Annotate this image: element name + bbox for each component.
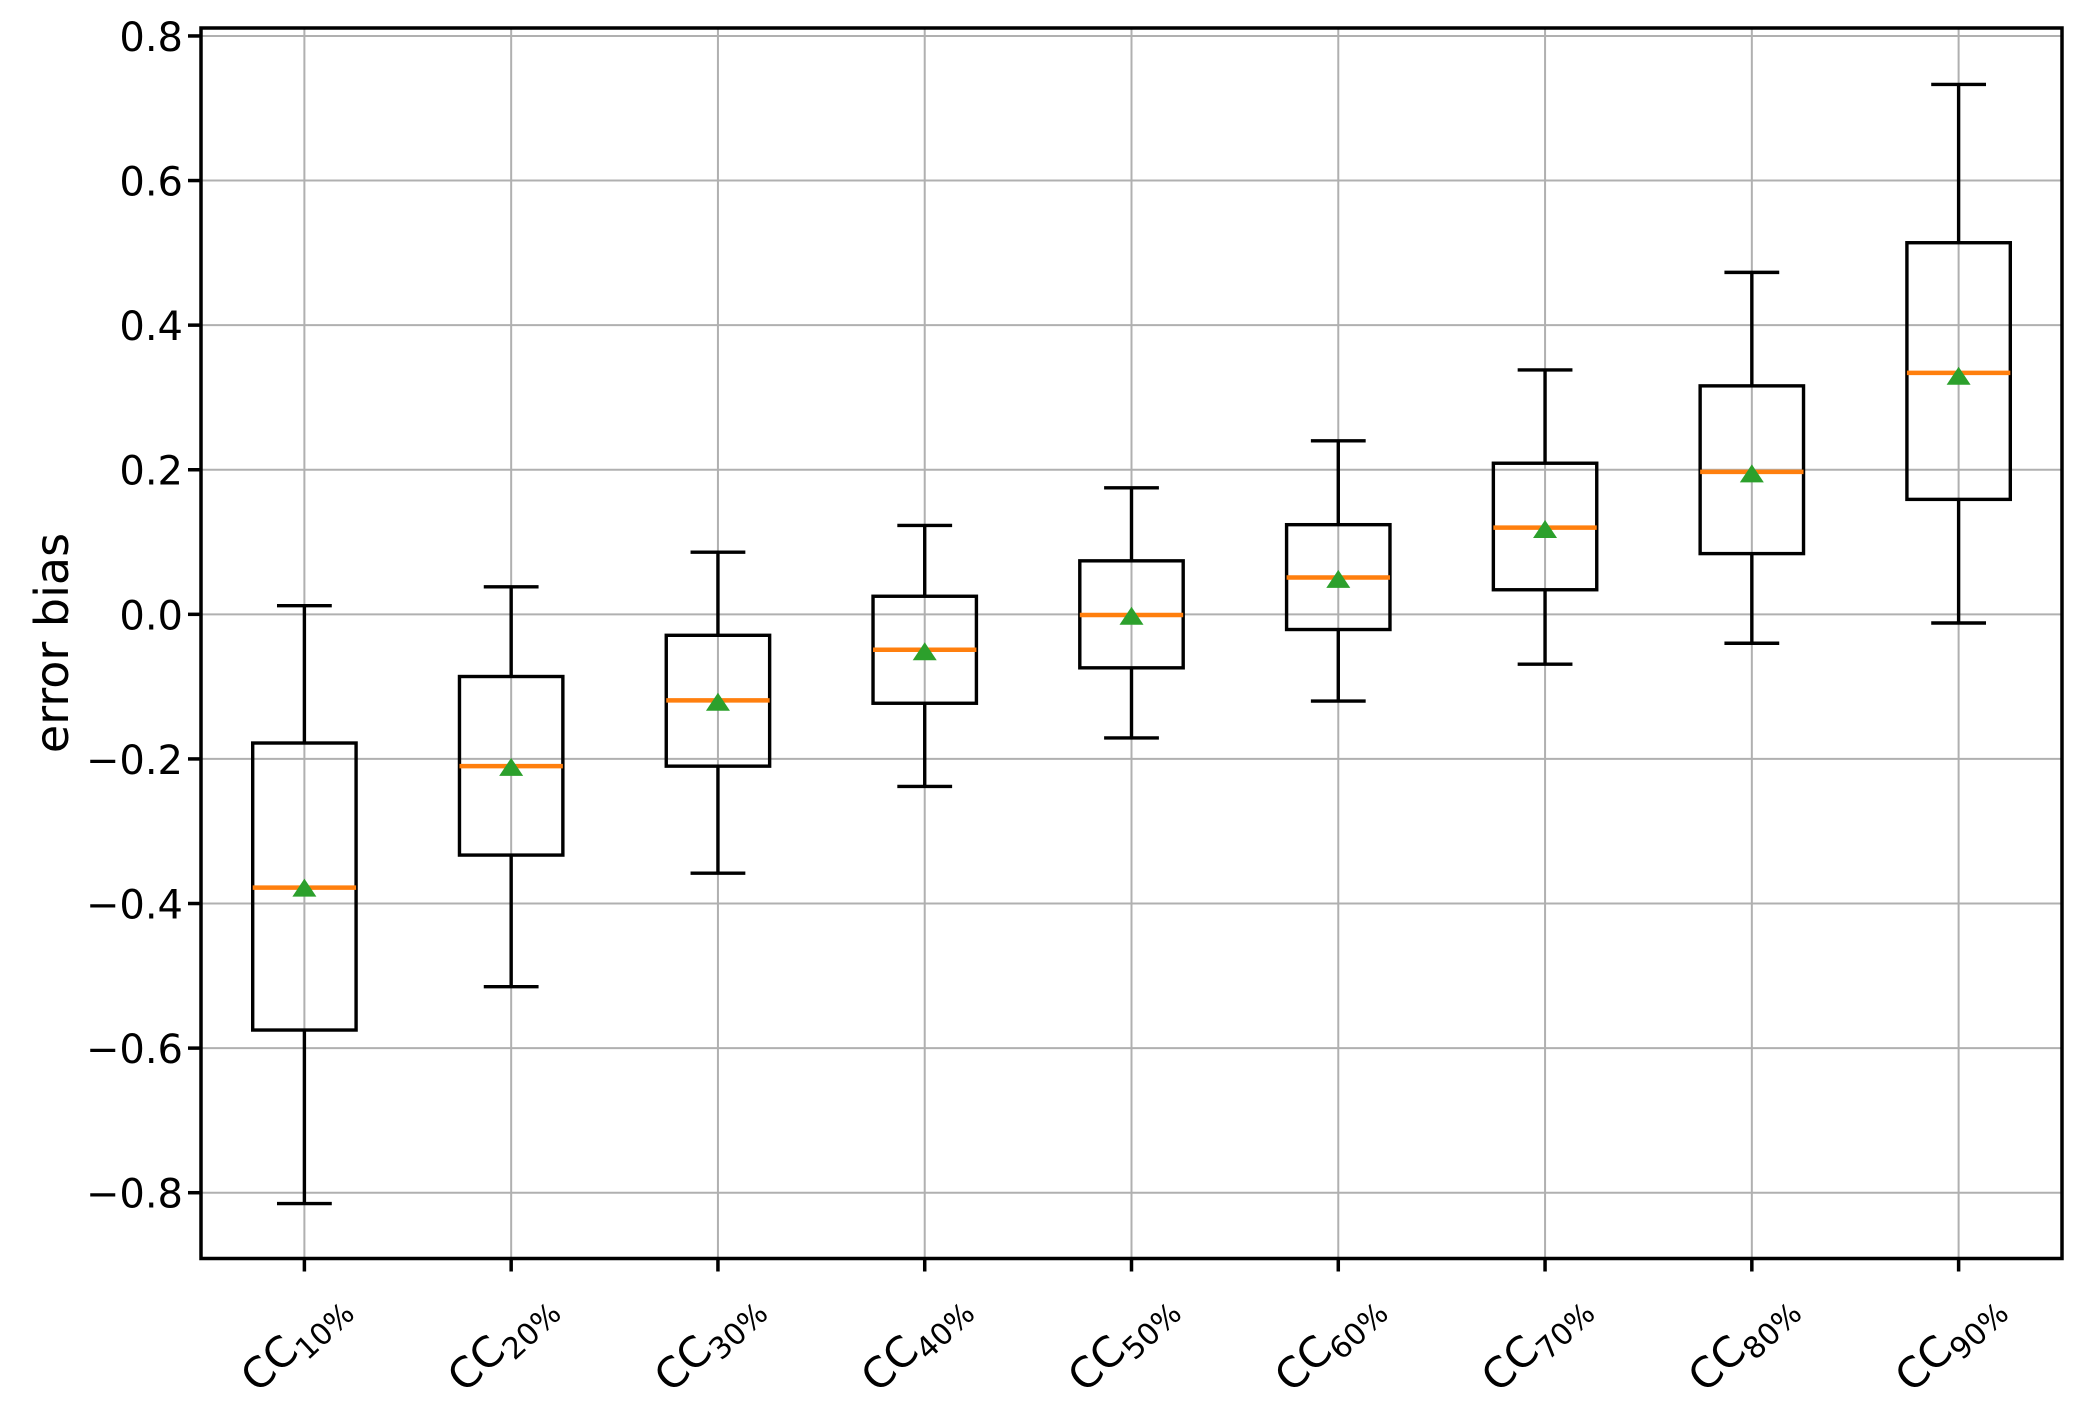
y-axis-label: error bias	[25, 532, 79, 754]
x-tick-label: CC70%	[1472, 1280, 1603, 1407]
y-tick-label: 0.2	[119, 449, 183, 495]
mean-marker	[292, 878, 317, 897]
x-tick-label: CC10%	[231, 1280, 362, 1407]
x-tick-label: CC50%	[1058, 1280, 1189, 1407]
mean-marker	[1533, 520, 1558, 539]
y-tick-label: −0.6	[86, 1027, 183, 1073]
mean-marker	[705, 692, 730, 711]
mean-marker	[1326, 569, 1351, 588]
y-tick-label: 0.4	[119, 304, 183, 350]
mean-marker	[1739, 464, 1764, 483]
mean-marker	[1119, 606, 1144, 625]
y-tick-label: −0.8	[86, 1172, 183, 1218]
x-tick-label: CC30%	[645, 1280, 776, 1407]
y-tick-label: −0.4	[86, 883, 183, 929]
y-tick-label: 0.6	[119, 160, 183, 206]
x-tick-label: CC20%	[438, 1280, 569, 1407]
x-tick-label: CC60%	[1265, 1280, 1396, 1407]
x-tick-label: CC90%	[1885, 1280, 2016, 1407]
y-tick-label: −0.2	[86, 738, 183, 784]
mean-marker	[499, 757, 524, 776]
mean-marker	[1946, 366, 1971, 385]
x-tick-label: CC80%	[1679, 1280, 1810, 1407]
y-tick-label: 0.0	[119, 593, 183, 639]
y-tick-label: 0.8	[119, 15, 183, 61]
mean-marker	[912, 642, 937, 661]
x-tick-label: CC40%	[851, 1280, 982, 1407]
